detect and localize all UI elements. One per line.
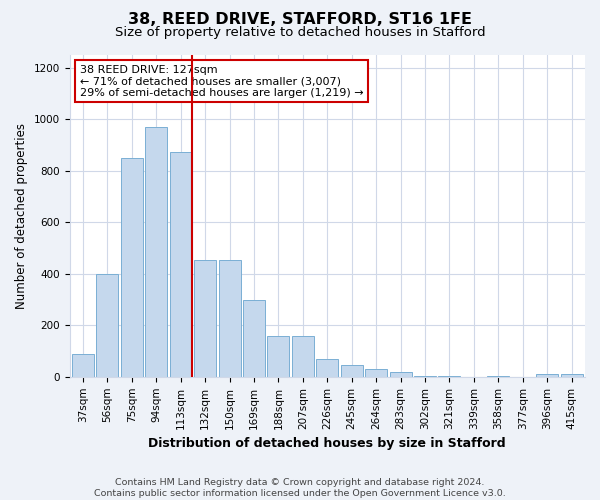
Bar (72, 354, 94, 377)
Bar (194, 260, 216, 377)
Bar (121, 158, 143, 377)
Bar (389, 372, 412, 377)
Text: Size of property relative to detached houses in Stafford: Size of property relative to detached ho… (115, 26, 485, 39)
Bar (170, 152, 191, 377)
Y-axis label: Number of detached properties: Number of detached properties (15, 123, 28, 309)
Bar (365, 369, 387, 377)
Bar (414, 376, 436, 377)
Bar (439, 376, 460, 377)
Bar (218, 260, 241, 377)
Text: 38 REED DRIVE: 127sqm
← 71% of detached houses are smaller (3,007)
29% of semi-d: 38 REED DRIVE: 127sqm ← 71% of detached … (80, 64, 364, 98)
X-axis label: Distribution of detached houses by size in Stafford: Distribution of detached houses by size … (148, 437, 506, 450)
Bar (316, 359, 338, 377)
Bar (97, 274, 118, 377)
Bar (145, 127, 167, 377)
Bar (268, 336, 289, 377)
Bar (536, 374, 558, 377)
Bar (292, 336, 314, 377)
Bar (560, 374, 583, 377)
Bar (487, 376, 509, 377)
Bar (341, 365, 362, 377)
Bar (243, 300, 265, 377)
Text: Contains HM Land Registry data © Crown copyright and database right 2024.
Contai: Contains HM Land Registry data © Crown c… (94, 478, 506, 498)
Text: 38, REED DRIVE, STAFFORD, ST16 1FE: 38, REED DRIVE, STAFFORD, ST16 1FE (128, 12, 472, 28)
